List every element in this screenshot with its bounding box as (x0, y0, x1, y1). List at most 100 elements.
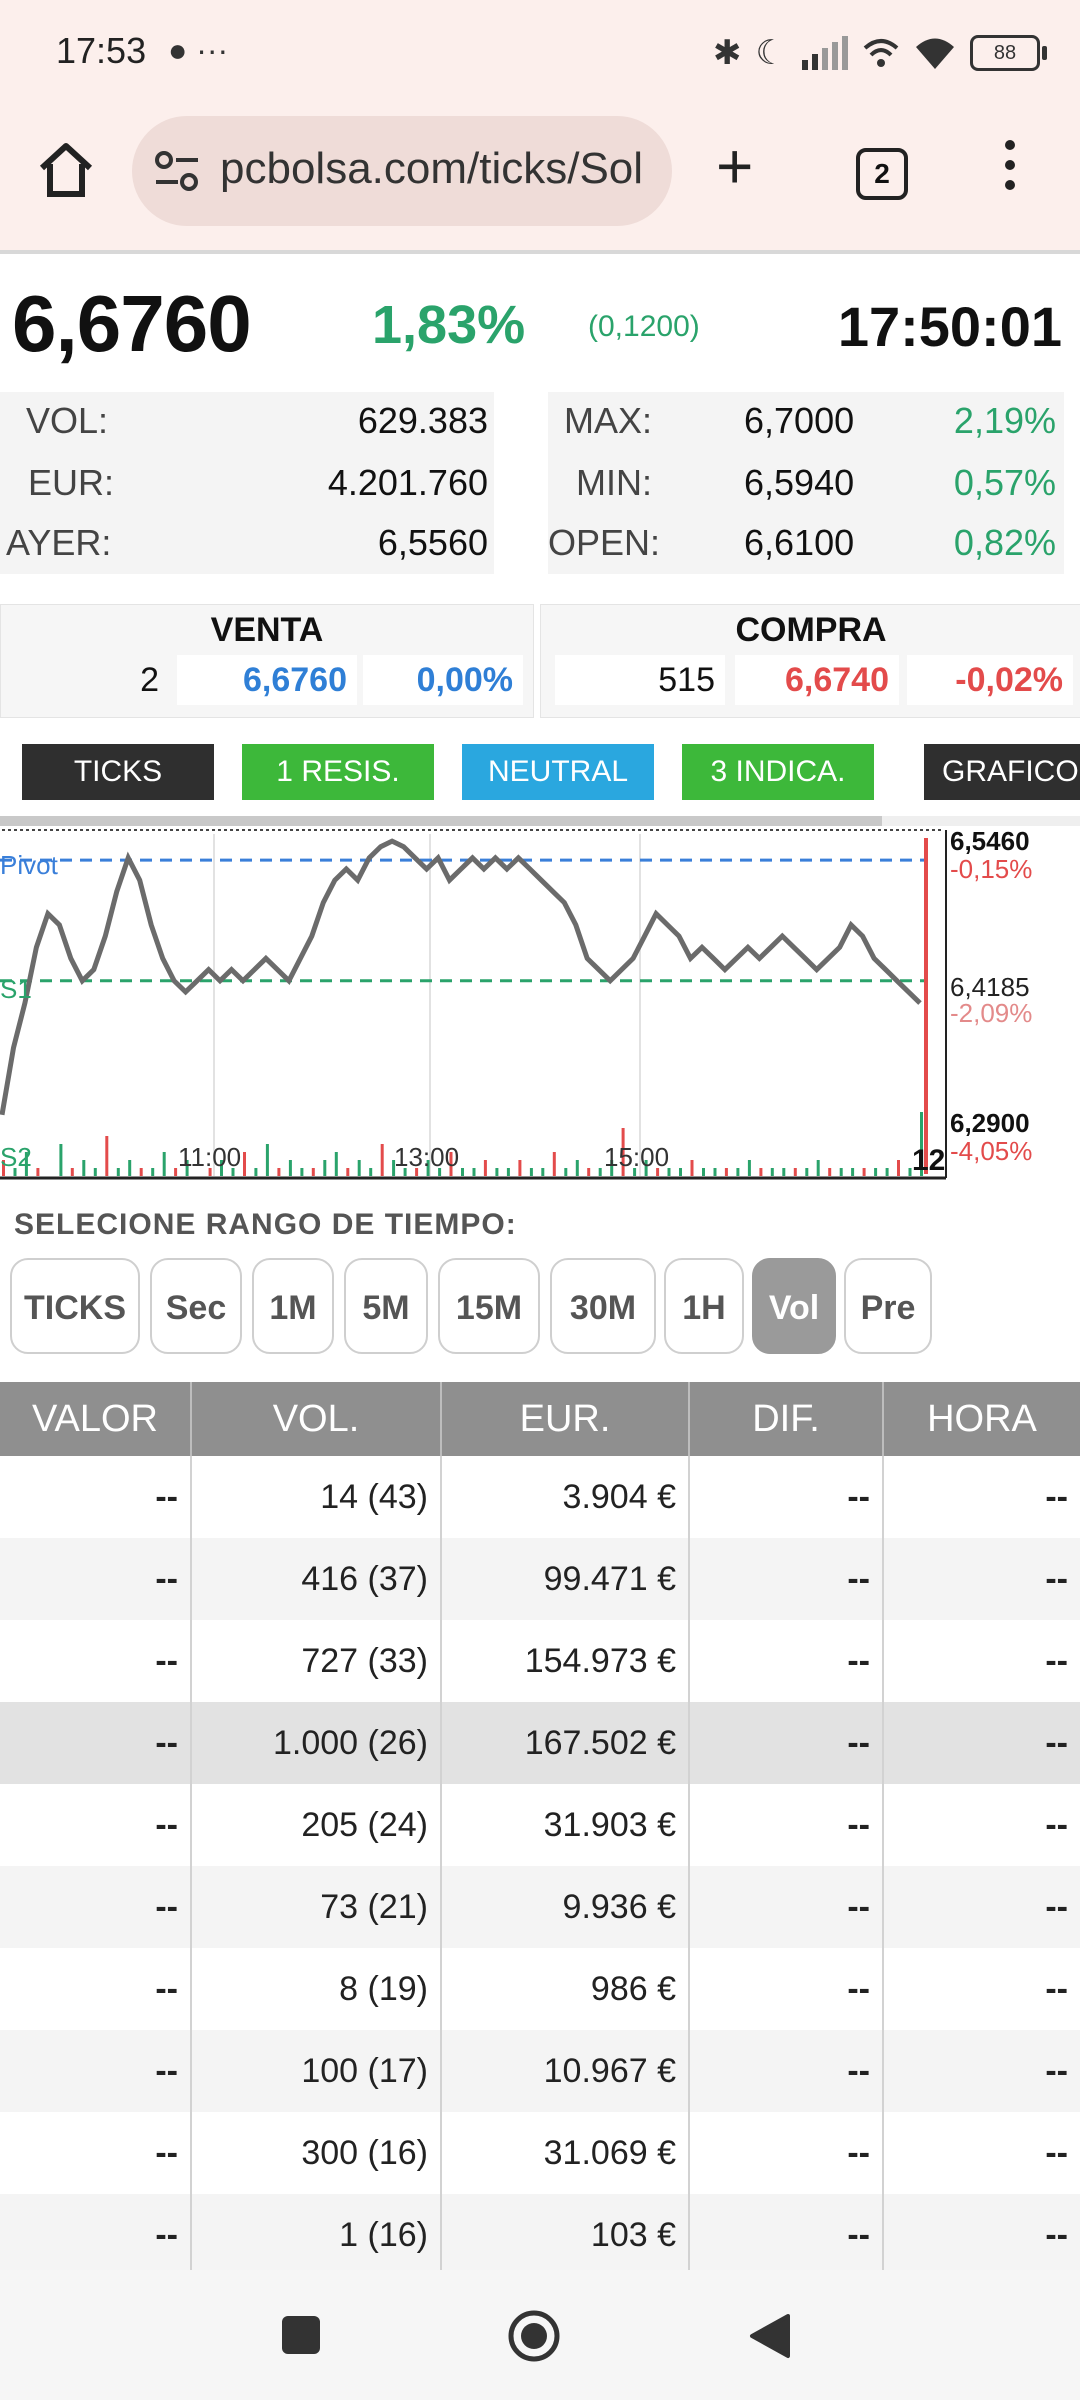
cell-vol: 1 (16) (192, 2194, 442, 2270)
cell-valor: -- (0, 1784, 192, 1866)
table-row[interactable]: -- 73 (21) 9.936 € -- -- (0, 1866, 1080, 1948)
volume-bar (793, 1168, 797, 1176)
tab-switcher-button[interactable]: 2 (856, 148, 908, 200)
chart-plot-area (0, 830, 946, 1178)
tab-grafico[interactable]: GRAFICO I (924, 744, 1080, 800)
volume-bar (116, 1168, 120, 1176)
tab-neutral[interactable]: NEUTRAL (462, 744, 654, 800)
cell-eur: 10.967 € (442, 2030, 690, 2112)
table-row[interactable]: -- 1 (16) 103 € -- -- (0, 2194, 1080, 2270)
stat-label: OPEN: (548, 522, 661, 563)
table-row[interactable]: -- 1.000 (26) 167.502 € -- -- (0, 1702, 1080, 1784)
hotspot-icon (863, 39, 899, 67)
cell-eur: 103 € (442, 2194, 690, 2270)
quote-time: 17:50:01 (837, 295, 1062, 358)
tab-indicators[interactable]: 3 INDICA. (682, 744, 874, 800)
tabs-scrollbar-thumb[interactable] (0, 816, 882, 826)
status-time: 17:53 (56, 30, 147, 71)
pivot-label: Pivot (0, 850, 59, 880)
range-sec-button[interactable]: Sec (150, 1258, 242, 1354)
volume-bar (587, 1168, 591, 1176)
volume-bar (667, 1168, 671, 1176)
cell-dif: -- (690, 1456, 884, 1538)
volume-bar (713, 1168, 717, 1176)
price-line (0, 838, 922, 1116)
column-header-hora[interactable]: HORA (927, 1398, 1037, 1440)
back-icon[interactable] (748, 2312, 792, 2360)
volume-bar (461, 1168, 464, 1176)
volume-bar (311, 1168, 315, 1176)
s2-label: S2 (0, 1142, 32, 1172)
cell-vol: 100 (17) (192, 2030, 442, 2112)
table-row[interactable]: -- 8 (19) 986 € -- -- (0, 1948, 1080, 2030)
y-pct-label: -0,15% (950, 854, 1032, 884)
y-price-label: 6,5460 (950, 826, 1030, 856)
url-text[interactable]: pcbolsa.com/ticks/Sol (220, 144, 644, 193)
home-circle-icon[interactable] (506, 2308, 562, 2364)
table-row[interactable]: -- 205 (24) 31.903 € -- -- (0, 1784, 1080, 1866)
notification-icons: ● ··· (168, 32, 229, 68)
table-header: VALOR VOL. EUR. DIF. HORA (0, 1382, 1080, 1456)
volume-bar (380, 1144, 384, 1176)
cell-dif: -- (690, 2194, 884, 2270)
volume-bar (438, 1168, 442, 1176)
table-row[interactable]: -- 727 (33) 154.973 € -- -- (0, 1620, 1080, 1702)
column-header-eur[interactable]: EUR. (442, 1382, 690, 1456)
sell-quantity: 2 (140, 661, 159, 699)
volume-bar (495, 1168, 499, 1176)
cell-vol: 727 (33) (192, 1620, 442, 1702)
new-tab-icon[interactable]: + (716, 130, 754, 202)
stat-row-max: MAX: 6,7000 2,19% (548, 400, 1064, 460)
cell-dif: -- (690, 1620, 884, 1702)
address-bar[interactable]: pcbolsa.com/ticks/Sol (132, 116, 672, 226)
table-row[interactable]: -- 100 (17) 10.967 € -- -- (0, 2030, 1080, 2112)
range-30m-button[interactable]: 30M (550, 1258, 656, 1354)
range-1h-button[interactable]: 1H (664, 1258, 744, 1354)
volume-bar (185, 1160, 189, 1176)
volume-bar (862, 1168, 866, 1176)
table-row[interactable]: -- 416 (37) 99.471 € -- -- (0, 1538, 1080, 1620)
more-menu-icon[interactable] (1000, 140, 1020, 204)
range-15m-button[interactable]: 15M (438, 1258, 540, 1354)
volume-bar (13, 1168, 17, 1176)
cell-vol: 300 (16) (192, 2112, 442, 2194)
stat-row-ayer: AYER: 6,5560 (0, 522, 494, 582)
range-vol-button[interactable]: Vol (752, 1258, 836, 1354)
volume-bar (839, 1168, 843, 1176)
table-row[interactable]: -- 300 (16) 31.069 € -- -- (0, 2112, 1080, 2194)
intraday-chart[interactable]: Pivot S1 S2 11:00 13:00 15:00 12 6,5460 … (0, 826, 1080, 1180)
cell-eur: 986 € (442, 1948, 690, 2030)
volume-bar (288, 1160, 292, 1176)
bluetooth-icon: ✱ (713, 34, 742, 72)
cell-valor: -- (0, 2112, 192, 2194)
ticks-table: VALOR VOL. EUR. DIF. HORA -- 14 (43) 3.904… (0, 1382, 1080, 2270)
home-icon[interactable] (34, 138, 98, 202)
tab-ticks[interactable]: TICKS (22, 744, 214, 800)
cell-eur: 31.903 € (442, 1784, 690, 1866)
stat-percent: 0,57% (953, 462, 1056, 503)
recent-apps-icon[interactable] (282, 2316, 320, 2354)
table-row[interactable]: -- 14 (43) 3.904 € -- -- (0, 1456, 1080, 1538)
range-pre-button[interactable]: Pre (844, 1258, 932, 1354)
volume-bar (449, 1152, 453, 1176)
range-ticks-button[interactable]: TICKS (10, 1258, 140, 1354)
order-book-buy: COMPRA 515 6,6740 -0,02% (540, 604, 1080, 718)
volume-bar (162, 1152, 166, 1176)
range-1m-button[interactable]: 1M (252, 1258, 334, 1354)
column-header-valor[interactable]: VALOR (0, 1382, 192, 1456)
stat-value: 6,6100 (744, 522, 855, 563)
volume-bar (506, 1168, 510, 1176)
column-header-vol[interactable]: VOL. (192, 1382, 442, 1456)
volume-bar (782, 1168, 786, 1176)
stat-label: AYER: (6, 522, 112, 563)
volume-bar (151, 1168, 155, 1176)
site-settings-icon[interactable] (154, 148, 200, 194)
tab-resistance[interactable]: 1 RESIS. (242, 744, 434, 800)
range-5m-button[interactable]: 5M (344, 1258, 428, 1354)
cell-hora: -- (1045, 1478, 1068, 1516)
volume-bar (403, 1168, 407, 1176)
column-header-dif[interactable]: DIF. (690, 1382, 884, 1456)
volume-bar (816, 1160, 820, 1176)
stat-percent: 0,82% (953, 522, 1056, 563)
cell-hora: -- (1045, 2052, 1068, 2090)
